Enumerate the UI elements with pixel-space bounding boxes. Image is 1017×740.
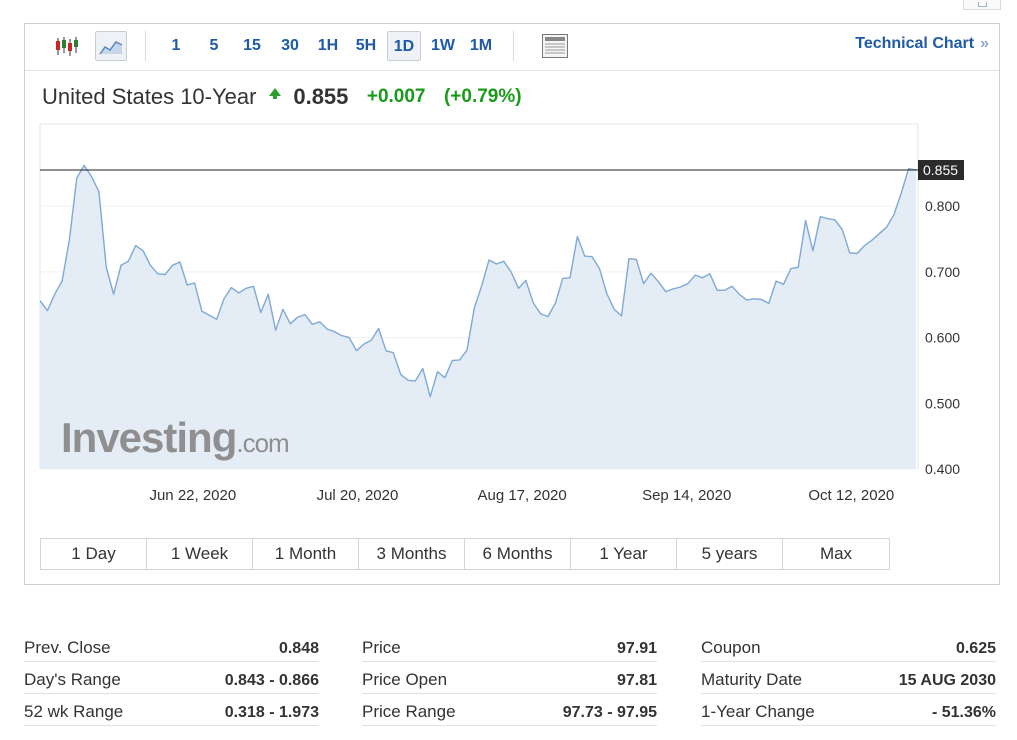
chart-panel: 1 5 15 30 1H 5H 1D 1W 1M Technical Chart… xyxy=(24,23,1000,585)
candlestick-chart-button[interactable] xyxy=(51,31,81,61)
stat-row: Price Open 97.81 xyxy=(362,662,657,694)
stat-value: - 51.36% xyxy=(931,704,996,721)
stat-row: Coupon 0.625 xyxy=(701,630,996,662)
price-change-percent: (+0.79%) xyxy=(443,86,522,107)
stat-label: Prev. Close xyxy=(24,638,111,657)
table-view-icon xyxy=(542,34,568,58)
y-tick-label: 0.600 xyxy=(925,330,960,346)
price-change: +0.007 xyxy=(366,86,426,107)
range-button-1-week[interactable]: 1 Week xyxy=(147,539,253,569)
timeframe-1-hour[interactable]: 1H xyxy=(317,37,339,54)
stat-row: Day's Range 0.843 - 0.866 xyxy=(24,662,319,694)
y-tick-label: 0.400 xyxy=(925,461,960,477)
x-tick-label: Aug 17, 2020 xyxy=(477,487,566,504)
technical-chart-link[interactable]: Technical Chart » xyxy=(855,35,989,53)
stat-row: Maturity Date 15 AUG 2030 xyxy=(701,662,996,694)
stat-value: 97.91 xyxy=(616,640,657,657)
toolbar-divider xyxy=(145,31,146,61)
stats-column-3: Coupon 0.625 Maturity Date 15 AUG 2030 1-Yea… xyxy=(701,630,996,726)
stat-label: Price Open xyxy=(362,670,448,689)
timeframe-1-min[interactable]: 1 xyxy=(171,37,181,54)
y-tick-label: 0.800 xyxy=(925,198,960,214)
instrument-name: United States 10-Year xyxy=(42,84,257,109)
x-tick-label: Jul 20, 2020 xyxy=(317,487,399,504)
stat-value: 0.843 - 0.866 xyxy=(224,672,319,689)
stat-label: Price xyxy=(362,638,401,657)
stat-value: 97.81 xyxy=(616,672,657,689)
x-tick-label: Jun 22, 2020 xyxy=(149,487,236,504)
stat-value: 15 AUG 2030 xyxy=(898,672,996,689)
stat-row: 52 wk Range 0.318 - 1.973 xyxy=(24,694,319,726)
timeframe-5-hour[interactable]: 5H xyxy=(355,37,377,54)
stats-column-1: Prev. Close 0.848 Day's Range 0.843 - 0.866… xyxy=(24,630,319,726)
price-line xyxy=(39,164,917,398)
stat-value: 97.73 - 97.95 xyxy=(562,704,657,721)
stat-row: Price 97.91 xyxy=(362,630,657,662)
timeframe-5-min[interactable]: 5 xyxy=(209,37,219,54)
stat-row: Prev. Close 0.848 xyxy=(24,630,319,662)
last-price: 0.855 xyxy=(293,84,349,109)
technical-chart-label: Technical Chart xyxy=(855,35,975,52)
timeframe-1-day[interactable]: 1D xyxy=(387,31,421,61)
corner-tab[interactable] xyxy=(963,0,1001,10)
stat-label: Maturity Date xyxy=(701,670,803,689)
range-button-1-year[interactable]: 1 Year xyxy=(571,539,677,569)
timeframe-1-week[interactable]: 1W xyxy=(431,37,455,54)
range-button-max[interactable]: Max xyxy=(783,539,889,569)
stat-label: 52 wk Range xyxy=(24,702,124,721)
stat-value: 0.848 xyxy=(278,640,319,657)
arrow-up-icon xyxy=(268,88,281,99)
stat-value: 0.625 xyxy=(955,640,996,657)
stat-row: Price Range 97.73 - 97.95 xyxy=(362,694,657,726)
stat-label: Day's Range xyxy=(24,670,121,689)
x-tick-label: Sep 14, 2020 xyxy=(642,487,731,504)
x-tick-label: Oct 12, 2020 xyxy=(808,487,894,504)
candlestick-chart-icon xyxy=(56,37,78,56)
range-button-1-day[interactable]: 1 Day xyxy=(41,539,147,569)
price-area xyxy=(40,165,916,469)
range-selector: 1 Day 1 Week 1 Month 3 Months 6 Months 1 Year… xyxy=(40,538,890,570)
y-tick-label: 0.500 xyxy=(925,395,960,411)
area-chart-button[interactable] xyxy=(95,31,127,61)
quote-header: United States 10-Year 0.855 +0.007 (+0.7… xyxy=(42,84,522,114)
stats-column-2: Price 97.91 Price Open 97.81 Price Range 97.7… xyxy=(362,630,657,726)
current-price-label: 0.855 xyxy=(923,162,958,178)
stat-label: Coupon xyxy=(701,638,761,657)
investing-watermark: Investing.com xyxy=(61,414,289,461)
table-view-button[interactable] xyxy=(539,31,571,61)
double-chevron-right-icon: » xyxy=(980,35,989,52)
range-button-3-months[interactable]: 3 Months xyxy=(359,539,465,569)
toolbar-divider xyxy=(513,31,514,61)
price-chart[interactable]: Investing.com 0.855 0.800 0.700 0.600 0.500 0.… xyxy=(25,24,999,524)
chart-toolbar: 1 5 15 30 1H 5H 1D 1W 1M Technical Chart… xyxy=(25,24,999,71)
range-button-5-years[interactable]: 5 years xyxy=(677,539,783,569)
stat-value: 0.318 - 1.973 xyxy=(224,704,319,721)
y-tick-label: 0.700 xyxy=(925,264,960,280)
stat-row: 1-Year Change - 51.36% xyxy=(701,694,996,726)
stat-label: 1-Year Change xyxy=(701,702,815,721)
timeframe-15-min[interactable]: 15 xyxy=(243,37,261,54)
area-chart-icon xyxy=(99,41,123,55)
range-button-6-months[interactable]: 6 Months xyxy=(465,539,571,569)
stat-label: Price Range xyxy=(362,702,456,721)
range-button-1-month[interactable]: 1 Month xyxy=(253,539,359,569)
current-price-tag xyxy=(918,160,964,180)
timeframe-1-month[interactable]: 1M xyxy=(469,37,493,54)
timeframe-30-min[interactable]: 30 xyxy=(281,37,299,54)
